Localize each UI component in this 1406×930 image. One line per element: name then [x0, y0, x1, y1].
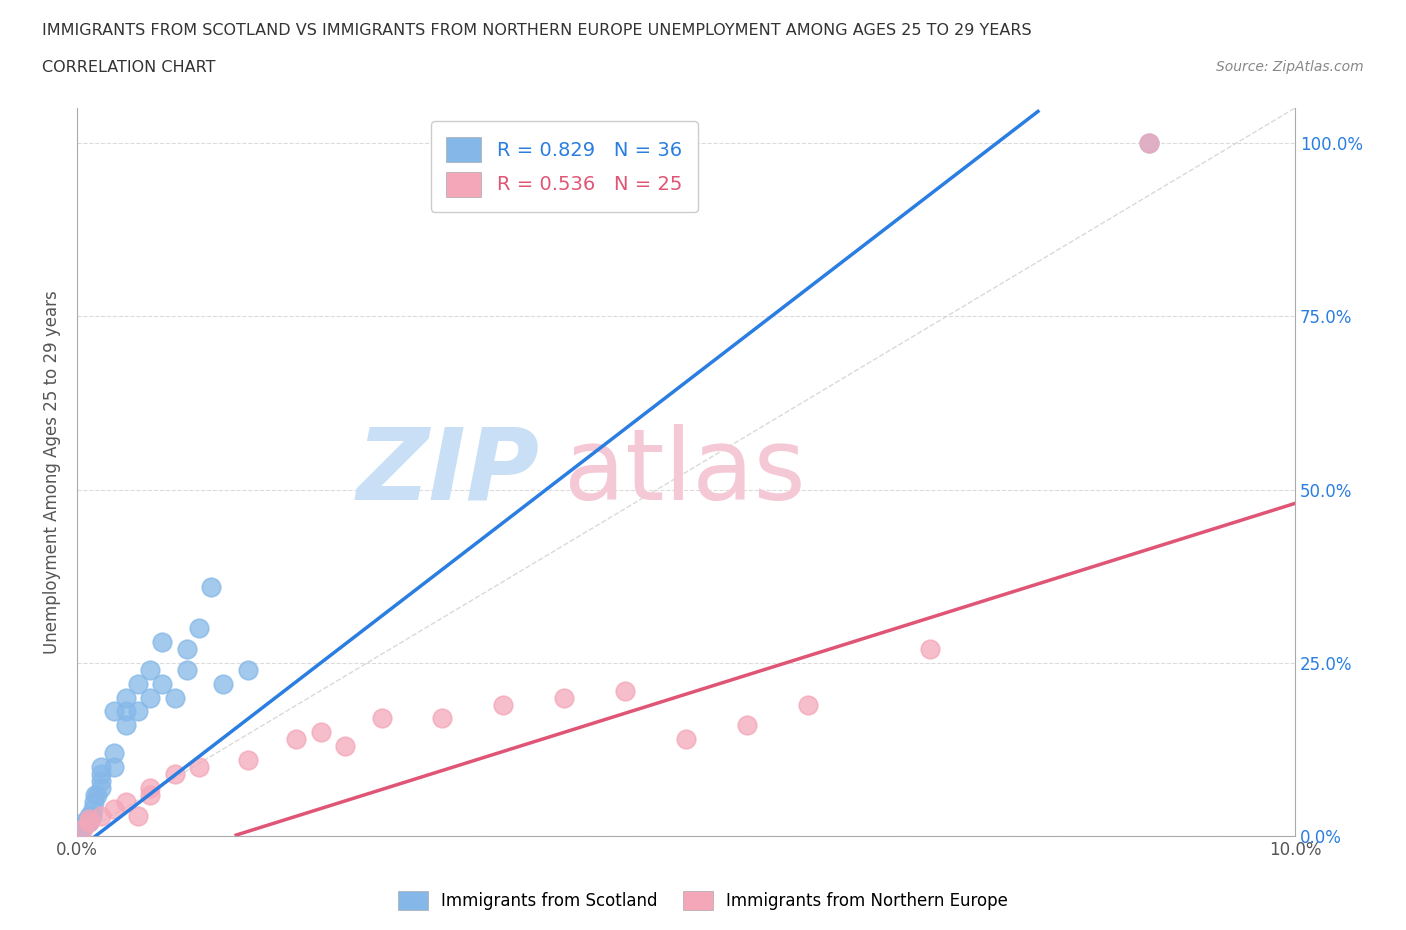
- Point: [127, 676, 149, 691]
- Text: Source: ZipAtlas.com: Source: ZipAtlas.com: [1216, 60, 1364, 74]
- Point: [84, 788, 107, 803]
- Point: [86, 788, 108, 803]
- Point: [200, 579, 222, 594]
- Point: [553, 690, 575, 705]
- Y-axis label: Unemployment Among Ages 25 to 29 years: Unemployment Among Ages 25 to 29 years: [44, 290, 60, 654]
- Point: [82, 801, 104, 816]
- Point: [114, 690, 136, 705]
- Point: [77, 812, 100, 827]
- Point: [83, 794, 105, 809]
- Point: [77, 808, 100, 823]
- Point: [139, 662, 162, 677]
- Point: [80, 808, 103, 823]
- Point: [103, 704, 125, 719]
- Point: [76, 815, 98, 830]
- Legend: R = 0.829   N = 36, R = 0.536   N = 25: R = 0.829 N = 36, R = 0.536 N = 25: [430, 121, 697, 212]
- Point: [127, 808, 149, 823]
- Text: IMMIGRANTS FROM SCOTLAND VS IMMIGRANTS FROM NORTHERN EUROPE UNEMPLOYMENT AMONG A: IMMIGRANTS FROM SCOTLAND VS IMMIGRANTS F…: [42, 23, 1032, 38]
- Point: [103, 801, 125, 816]
- Point: [90, 760, 112, 775]
- Point: [150, 634, 173, 649]
- Point: [797, 698, 820, 712]
- Point: [72, 822, 94, 837]
- Point: [114, 704, 136, 719]
- Point: [73, 815, 96, 830]
- Point: [432, 711, 454, 725]
- Legend: Immigrants from Scotland, Immigrants from Northern Europe: Immigrants from Scotland, Immigrants fro…: [391, 884, 1015, 917]
- Point: [77, 815, 100, 830]
- Point: [212, 676, 235, 691]
- Point: [176, 642, 198, 657]
- Point: [127, 704, 149, 719]
- Text: CORRELATION CHART: CORRELATION CHART: [42, 60, 215, 75]
- Point: [176, 662, 198, 677]
- Point: [187, 621, 209, 636]
- Point: [90, 774, 112, 789]
- Point: [69, 822, 91, 837]
- Point: [1137, 135, 1160, 150]
- Point: [77, 812, 100, 827]
- Point: [72, 818, 94, 833]
- Point: [163, 766, 186, 781]
- Point: [103, 760, 125, 775]
- Point: [103, 746, 125, 761]
- Point: [139, 780, 162, 795]
- Text: atlas: atlas: [564, 424, 806, 521]
- Point: [139, 788, 162, 803]
- Point: [77, 815, 100, 830]
- Point: [187, 760, 209, 775]
- Point: [918, 642, 941, 657]
- Point: [90, 808, 112, 823]
- Point: [309, 724, 332, 739]
- Point: [492, 698, 515, 712]
- Point: [90, 766, 112, 781]
- Point: [114, 794, 136, 809]
- Point: [370, 711, 392, 725]
- Point: [735, 718, 758, 733]
- Point: [150, 676, 173, 691]
- Point: [675, 732, 697, 747]
- Point: [90, 780, 112, 795]
- Point: [236, 662, 259, 677]
- Text: ZIP: ZIP: [357, 424, 540, 521]
- Point: [114, 718, 136, 733]
- Point: [236, 752, 259, 767]
- Point: [139, 690, 162, 705]
- Point: [1137, 135, 1160, 150]
- Point: [614, 684, 637, 698]
- Point: [333, 738, 356, 753]
- Point: [285, 732, 308, 747]
- Point: [163, 690, 186, 705]
